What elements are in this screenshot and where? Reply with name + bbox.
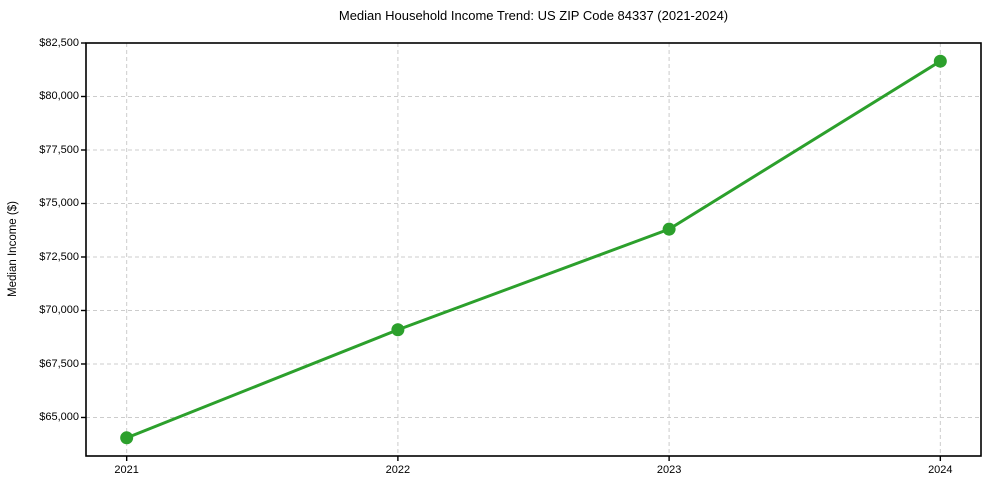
y-tick-label: $72,500 — [39, 250, 79, 263]
data-point-2022 — [391, 323, 405, 337]
x-tick-label: 2022 — [385, 464, 411, 476]
data-point-2021 — [120, 431, 134, 445]
x-tick-label: 2023 — [656, 464, 682, 476]
chart-title: Median Household Income Trend: US ZIP Co… — [338, 8, 729, 23]
data-point-2023 — [662, 222, 676, 236]
y-tick-label: $75,000 — [39, 197, 79, 210]
data-point-2024 — [933, 54, 947, 68]
y-tick-label: $82,500 — [39, 37, 79, 49]
y-tick-label: $67,500 — [39, 357, 79, 370]
y-tick-label: $77,500 — [39, 143, 79, 156]
y-tick-label: $70,000 — [39, 304, 79, 317]
y-tick-label: $80,000 — [39, 90, 79, 103]
x-tick-label: 2024 — [928, 464, 953, 476]
income-trend-line — [125, 59, 942, 440]
plot-border — [85, 42, 982, 457]
y-tick-label: $65,000 — [39, 411, 79, 424]
x-tick-label: 2021 — [114, 464, 139, 476]
